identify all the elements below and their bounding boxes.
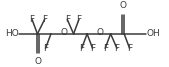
Text: F: F [42,15,47,24]
Text: F: F [65,15,70,24]
Text: O: O [60,28,67,37]
Text: F: F [114,44,119,53]
Text: F: F [76,15,81,24]
Text: OH: OH [147,29,161,38]
Text: O: O [120,1,127,10]
Text: F: F [103,44,108,53]
Text: O: O [96,28,103,37]
Text: F: F [127,44,132,53]
Text: F: F [90,44,95,53]
Text: HO: HO [5,29,18,38]
Text: O: O [35,57,42,66]
Text: F: F [29,15,34,24]
Text: F: F [43,44,48,53]
Text: F: F [79,44,84,53]
